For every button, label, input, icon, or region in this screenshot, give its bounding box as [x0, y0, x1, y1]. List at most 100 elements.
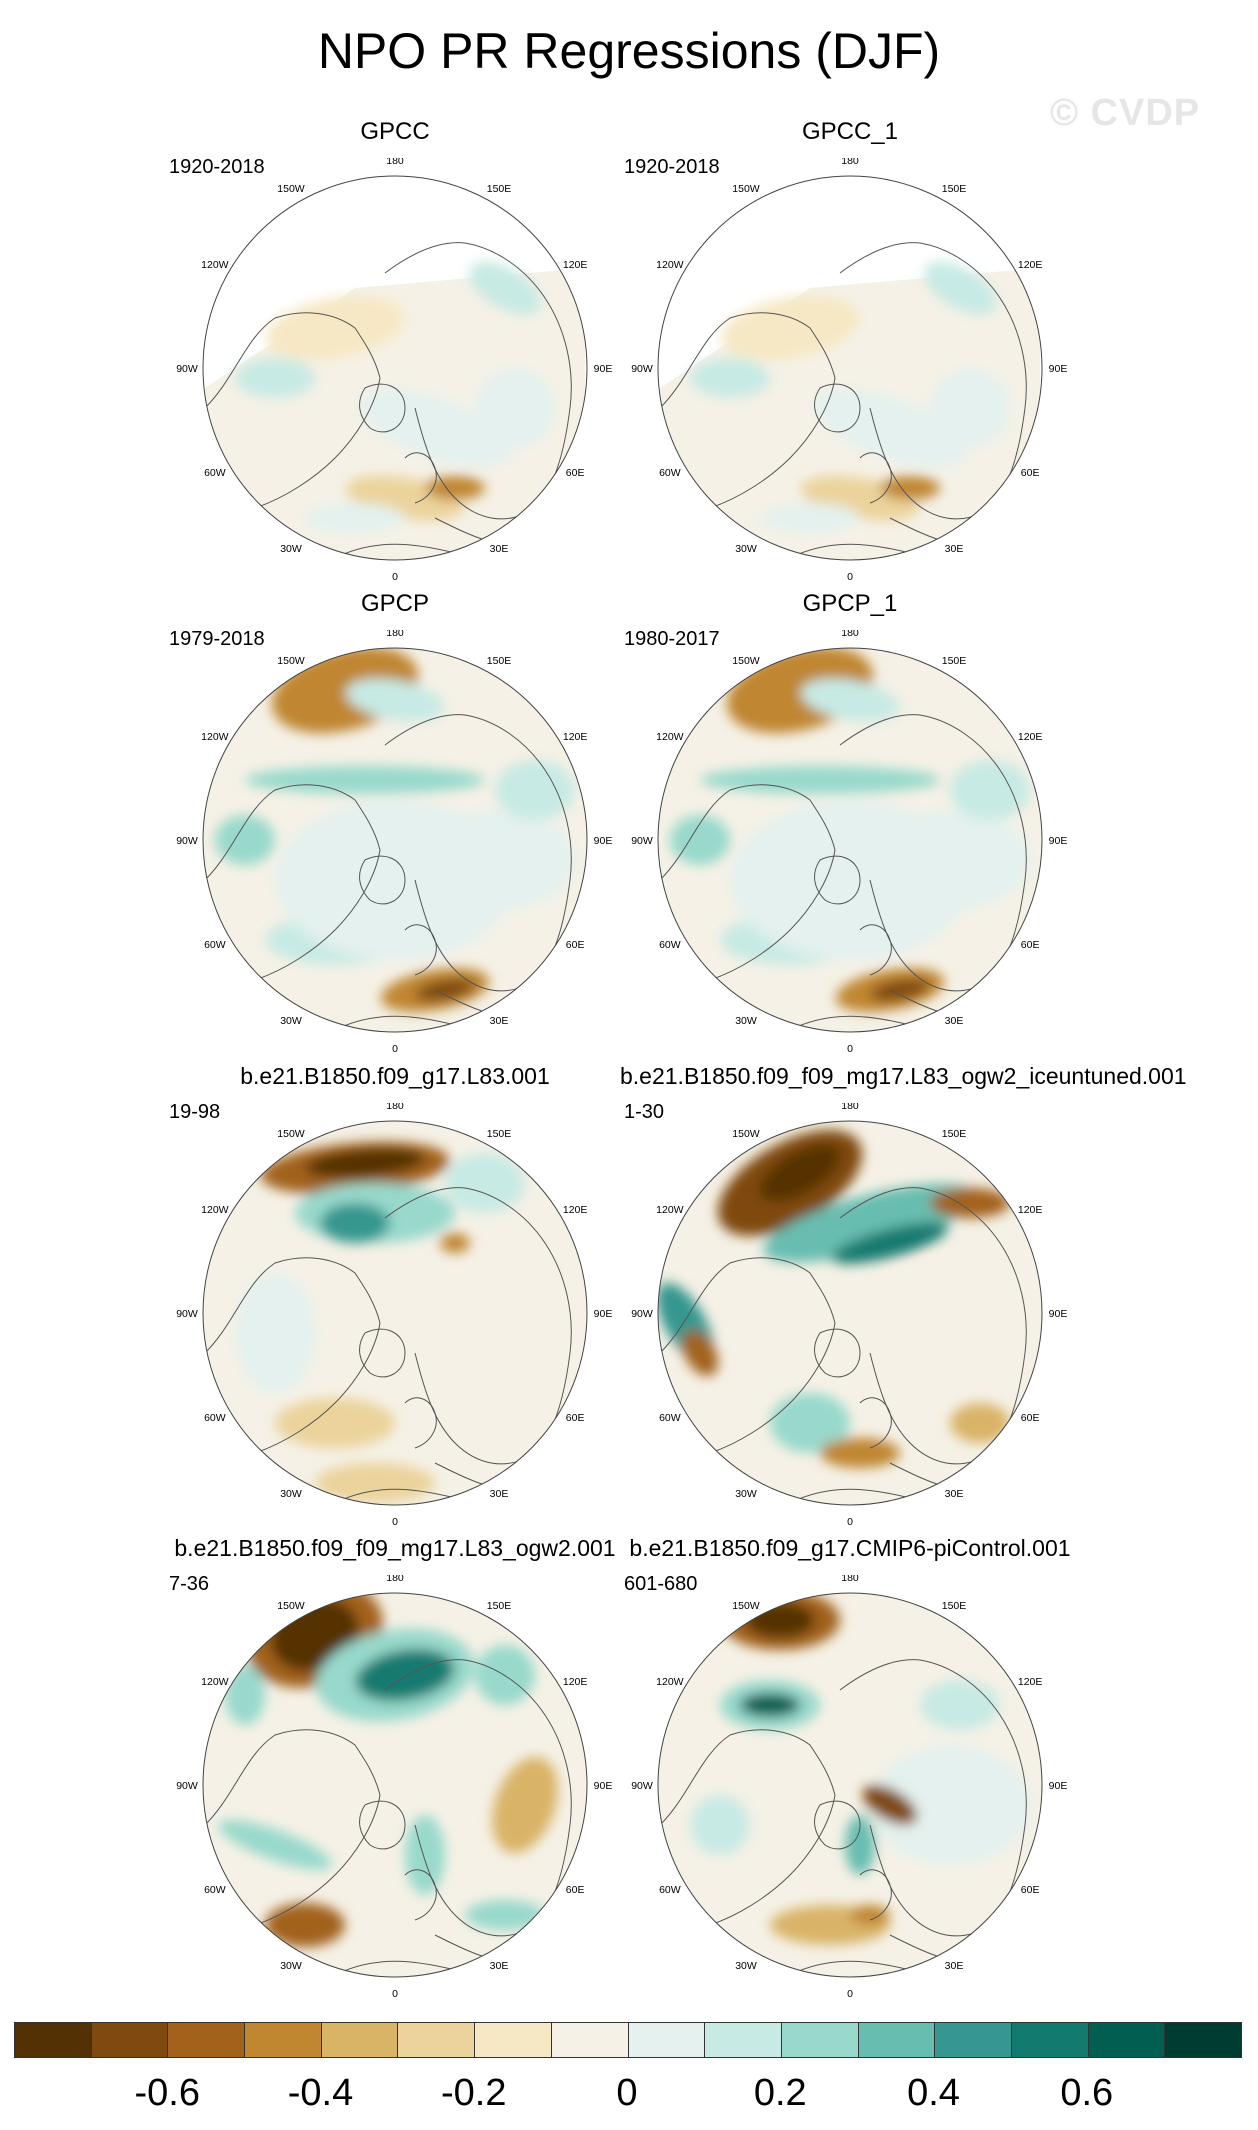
longitude-label: 90W — [176, 835, 198, 847]
regression-anomaly — [760, 503, 860, 533]
coastline — [839, 1187, 1027, 1465]
panel-years: 7-36 — [169, 1573, 210, 1595]
longitude-label: 30W — [280, 1488, 302, 1500]
longitude-label: 60E — [566, 1884, 585, 1896]
longitude-label: 120E — [563, 1676, 588, 1688]
regression-anomaly — [492, 1756, 558, 1854]
colorbar-box — [168, 2023, 246, 2057]
longitude-label: 150W — [277, 183, 305, 195]
regression-anomaly — [670, 815, 730, 865]
longitude-label: 150E — [487, 1600, 512, 1612]
regression-anomaly — [923, 261, 997, 315]
coastline — [359, 1328, 406, 1378]
longitude-label: 120E — [563, 259, 588, 271]
panel-title: b.e21.B1850.f09_g17.L83.001 — [240, 1063, 550, 1089]
map-panel: GPCC_1 1920-2018 180 150E 120E 90E 60E 30E 0 30W 6… — [620, 118, 1080, 583]
colorbar-box — [321, 2023, 399, 2057]
longitude-label: 120W — [201, 1676, 229, 1688]
longitude-label: 60E — [566, 467, 585, 479]
regression-anomaly — [920, 1680, 1000, 1730]
colorbar-box — [551, 2023, 629, 2057]
colorbar-box — [935, 2023, 1012, 2057]
longitude-label: 30E — [945, 1488, 964, 1500]
regression-anomaly — [690, 358, 770, 398]
longitude-label: 180 — [386, 1103, 404, 1112]
coastline — [204, 312, 381, 509]
longitude-label: 180 — [841, 630, 859, 639]
longitude-label: 60W — [204, 939, 226, 951]
regression-anomaly — [235, 1273, 315, 1393]
colorbar-box — [91, 2023, 169, 2057]
regression-anomaly — [475, 1645, 535, 1705]
map-border — [202, 647, 588, 1033]
longitude-label: 180 — [386, 630, 404, 639]
panel-years: 1-30 — [624, 1101, 665, 1123]
regression-anomaly — [681, 1330, 719, 1376]
map-panel: GPCP_1 1980-2017 180 150E 120E 90E 60E 30E 0 30W 6… — [620, 590, 1080, 1055]
regression-anomaly — [215, 815, 275, 865]
colorbar-label: 0.6 — [1060, 2072, 1114, 2114]
regression-anomaly — [845, 1815, 875, 1875]
polar-map: 180 150E 120E 90E 60E 30E 0 30W 60W 90W 120W 150W — [176, 630, 612, 1055]
longitude-label: 180 — [841, 1103, 859, 1112]
panel-years: 1920-2018 — [169, 156, 265, 178]
longitude-label: 150E — [942, 1128, 967, 1140]
main-title: NPO PR Regressions (DJF) — [317, 23, 941, 79]
longitude-label: 120E — [1018, 1676, 1043, 1688]
longitude-label: 30E — [490, 1015, 509, 1027]
regression-anomaly — [440, 1233, 470, 1253]
longitude-label: 60E — [566, 1412, 585, 1424]
longitude-label: 180 — [841, 1575, 859, 1584]
regression-anomaly — [880, 476, 940, 500]
longitude-label: 150W — [277, 1600, 305, 1612]
regression-anomaly — [305, 503, 405, 533]
longitude-label: 0 — [847, 1516, 853, 1528]
regression-anomaly — [275, 1398, 395, 1448]
longitude-label: 90E — [1049, 1308, 1068, 1320]
longitude-label: 120E — [1018, 259, 1043, 271]
colorbar-label: 0 — [616, 2072, 638, 2114]
longitude-label: 90E — [1049, 363, 1068, 375]
coastline — [659, 1729, 836, 1926]
coastline — [204, 784, 381, 981]
longitude-label: 0 — [847, 1988, 853, 2000]
longitude-label: 90E — [1049, 835, 1068, 847]
polar-map: 180 150E 120E 90E 60E 30E 0 30W 60W 90W 120W 150W — [631, 158, 1068, 583]
regression-anomaly — [465, 1900, 545, 1930]
regression-anomaly — [770, 1393, 850, 1453]
regression-anomaly — [415, 978, 475, 1002]
regression-anomaly — [759, 1144, 841, 1202]
longitude-label: 30E — [945, 543, 964, 555]
longitude-label: 30E — [945, 1015, 964, 1027]
longitude-label: 120W — [201, 259, 229, 271]
longitude-label: 30E — [490, 543, 509, 555]
longitude-label: 150W — [732, 1128, 760, 1140]
regression-anomaly — [245, 766, 485, 794]
regression-anomaly — [730, 800, 970, 960]
map-panel: GPCC 1920-2018 180 150E 120E 90E 60E 30E 0 30W 60W… — [165, 118, 625, 583]
longitude-label: 30W — [735, 1015, 757, 1027]
regression-anomaly — [763, 1183, 977, 1263]
longitude-label: 60W — [659, 1412, 681, 1424]
regression-anomaly — [345, 678, 445, 722]
regression-anomaly — [405, 1815, 445, 1895]
map-panel: b.e21.B1850.f09_f09_mg17.L83_ogw2.001 7-3… — [165, 1535, 625, 2000]
longitude-label: 90E — [594, 1308, 613, 1320]
longitude-label: 0 — [392, 1988, 398, 2000]
colorbar-box — [1165, 2023, 1241, 2057]
coastline — [814, 1328, 861, 1378]
regression-anomaly — [305, 1148, 425, 1178]
regression-anomaly — [235, 358, 315, 398]
longitude-label: 180 — [386, 158, 404, 167]
longitude-label: 90W — [176, 1308, 198, 1320]
map-panel: GPCP 1979-2018 180 150E 120E 90E 60E 30E 0 30W 60W… — [165, 590, 625, 1055]
coastline — [204, 1729, 381, 1926]
longitude-label: 150W — [732, 1600, 760, 1612]
longitude-label: 150E — [487, 183, 512, 195]
regression-anomaly — [950, 1403, 1010, 1443]
panel-title: b.e21.B1850.f09_f09_mg17.L83_ogw2.001 — [174, 1535, 616, 1561]
longitude-label: 0 — [392, 1043, 398, 1055]
regression-anomaly — [225, 1665, 265, 1725]
map-border — [657, 1120, 1043, 1506]
